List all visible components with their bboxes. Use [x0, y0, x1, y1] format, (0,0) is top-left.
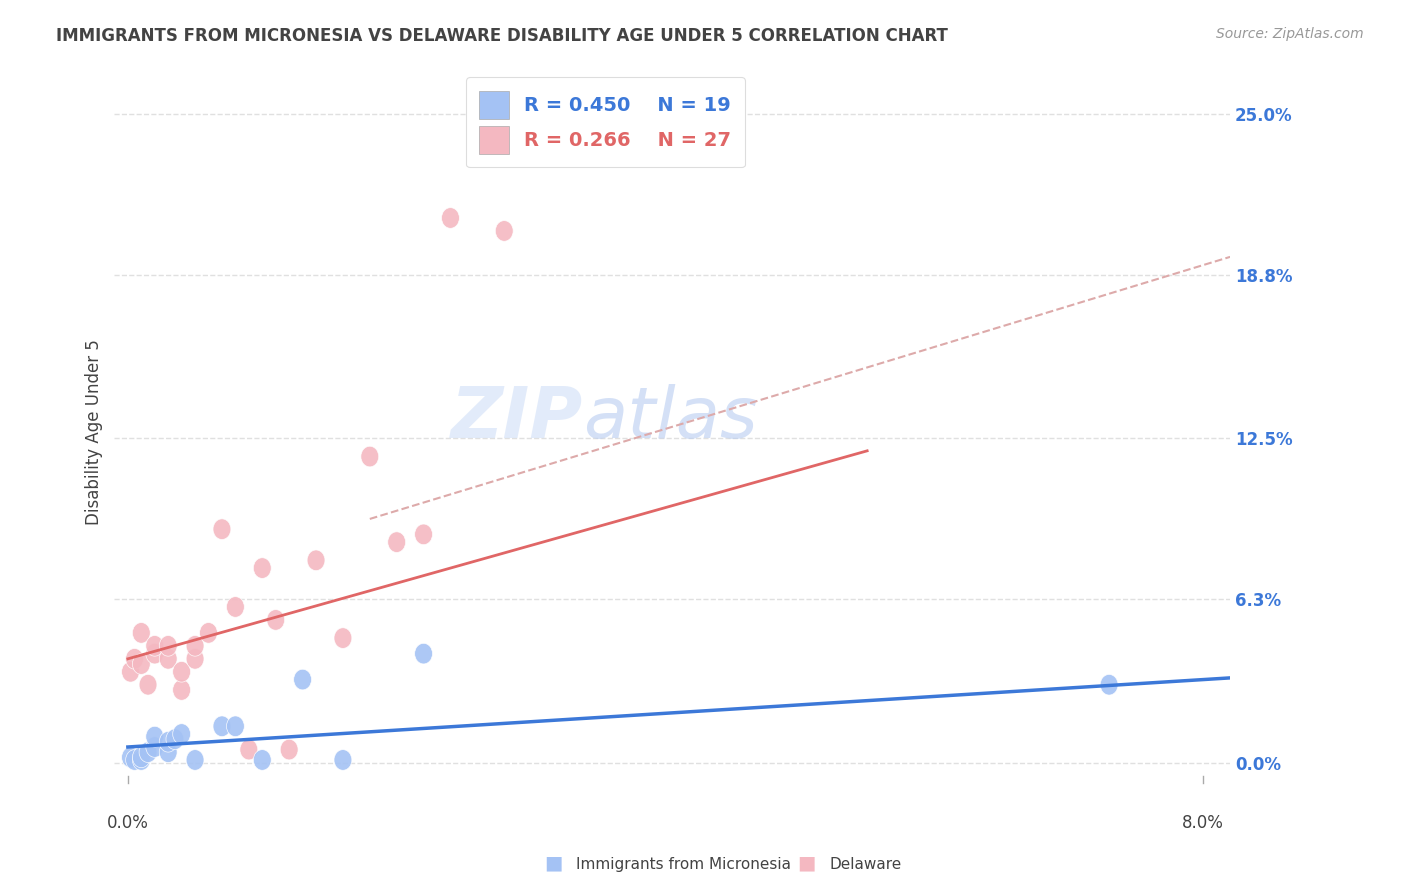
Ellipse shape — [159, 742, 177, 763]
Ellipse shape — [139, 674, 157, 695]
Ellipse shape — [361, 446, 378, 467]
Ellipse shape — [132, 747, 150, 768]
Ellipse shape — [125, 648, 143, 669]
Ellipse shape — [253, 749, 271, 771]
Ellipse shape — [335, 749, 352, 771]
Ellipse shape — [121, 747, 139, 768]
Ellipse shape — [173, 662, 191, 682]
Ellipse shape — [173, 680, 191, 700]
Ellipse shape — [388, 532, 405, 552]
Ellipse shape — [307, 550, 325, 571]
Ellipse shape — [186, 636, 204, 657]
Ellipse shape — [146, 643, 163, 664]
Ellipse shape — [214, 716, 231, 737]
Ellipse shape — [1099, 674, 1118, 695]
Ellipse shape — [415, 643, 433, 664]
Ellipse shape — [214, 519, 231, 540]
Ellipse shape — [146, 636, 163, 657]
Ellipse shape — [121, 662, 139, 682]
Text: ■: ■ — [797, 854, 815, 872]
Ellipse shape — [166, 729, 184, 749]
Text: Source: ZipAtlas.com: Source: ZipAtlas.com — [1216, 27, 1364, 41]
Ellipse shape — [253, 558, 271, 578]
Text: 0.0%: 0.0% — [107, 814, 149, 832]
Ellipse shape — [125, 749, 143, 771]
Text: Immigrants from Micronesia: Immigrants from Micronesia — [576, 857, 792, 872]
Ellipse shape — [132, 623, 150, 643]
Ellipse shape — [132, 749, 150, 771]
Ellipse shape — [280, 739, 298, 760]
Ellipse shape — [226, 597, 245, 617]
Legend: R = 0.450    N = 19, R = 0.266    N = 27: R = 0.450 N = 19, R = 0.266 N = 27 — [465, 78, 745, 168]
Ellipse shape — [159, 636, 177, 657]
Ellipse shape — [267, 609, 284, 631]
Text: ■: ■ — [544, 854, 562, 872]
Ellipse shape — [186, 749, 204, 771]
Ellipse shape — [240, 739, 257, 760]
Text: 8.0%: 8.0% — [1182, 814, 1225, 832]
Text: atlas: atlas — [583, 384, 758, 452]
Ellipse shape — [146, 737, 163, 757]
Ellipse shape — [186, 648, 204, 669]
Ellipse shape — [173, 723, 191, 744]
Y-axis label: Disability Age Under 5: Disability Age Under 5 — [86, 339, 103, 524]
Ellipse shape — [495, 220, 513, 241]
Ellipse shape — [139, 742, 157, 763]
Ellipse shape — [441, 208, 460, 228]
Ellipse shape — [226, 716, 245, 737]
Text: Delaware: Delaware — [830, 857, 901, 872]
Ellipse shape — [132, 654, 150, 674]
Ellipse shape — [200, 623, 218, 643]
Ellipse shape — [294, 669, 312, 690]
Ellipse shape — [335, 628, 352, 648]
Ellipse shape — [159, 731, 177, 752]
Text: IMMIGRANTS FROM MICRONESIA VS DELAWARE DISABILITY AGE UNDER 5 CORRELATION CHART: IMMIGRANTS FROM MICRONESIA VS DELAWARE D… — [56, 27, 948, 45]
Text: ZIP: ZIP — [451, 384, 583, 452]
Ellipse shape — [159, 648, 177, 669]
Ellipse shape — [146, 726, 163, 747]
Ellipse shape — [415, 524, 433, 545]
